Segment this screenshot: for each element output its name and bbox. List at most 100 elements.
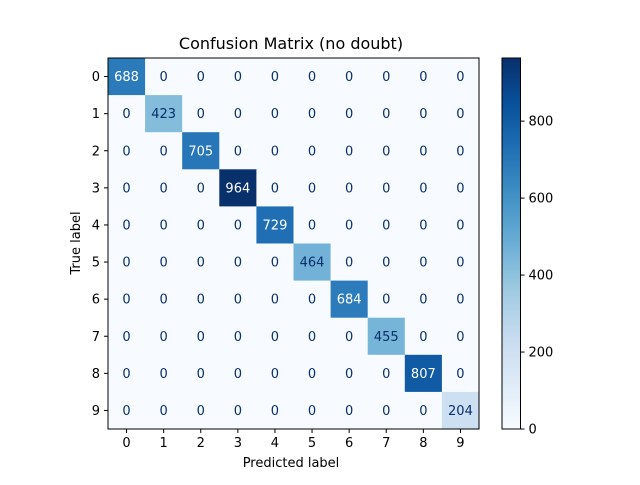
cell-value-label: 0 [271,404,279,419]
heatmap-cell [219,317,257,356]
cell-value-label: 0 [271,181,279,196]
y-tick-label: 5 [92,256,100,271]
cell-value-label: 0 [122,218,130,233]
cell-value-label: 0 [197,218,205,233]
heatmap-cell [293,317,332,356]
cell-value-label: 0 [345,70,353,85]
heatmap-cell [441,132,480,170]
cell-value-label: 464 [300,256,325,271]
heatmap-cell [219,95,257,133]
y-tick-label: 9 [92,404,100,419]
heatmap-cell [441,280,480,319]
heatmap-cell [145,243,183,282]
heatmap-cell [293,206,332,245]
cell-value-label: 0 [456,293,464,308]
colorbar: 0 200 400 600 800 [501,57,553,438]
colorbar-frame [501,57,521,430]
heatmap-cell [404,206,443,245]
heatmap-cell [108,132,146,170]
heatmap-cell [441,58,480,96]
heatmap-cell [182,132,220,170]
heatmap-cell [145,95,183,133]
cell-value-label: 0 [456,107,464,122]
heatmap-cell [293,243,332,282]
heatmap-cell [256,95,295,133]
heatmap-cell [145,58,183,96]
cell-value-label: 0 [456,181,464,196]
colorbar-tick-label: 0 [529,423,537,438]
cell-value-label: 964 [225,181,250,196]
cell-value-label: 0 [308,107,316,122]
cell-value-label: 0 [160,293,168,308]
cell-value-label: 0 [197,181,205,196]
cell-value-label: 0 [197,256,205,271]
cell-value-label: 0 [419,181,427,196]
cell-value-label: 0 [345,144,353,159]
heatmap-cell [367,58,406,96]
heatmap-cell [108,169,146,207]
heatmap-cell [367,317,406,356]
cell-value-label: 0 [197,404,205,419]
heatmap-cell [441,206,480,245]
y-axis-label: True label [69,211,84,275]
heatmap-cell [330,206,369,245]
cell-value-label: 0 [456,70,464,85]
x-tick-label: 3 [234,436,242,451]
cell-value-label: 0 [382,404,390,419]
cell-value-label: 0 [160,367,168,382]
heatmap-cell [219,206,257,245]
cell-value-label: 0 [456,367,464,382]
cell-value-label: 684 [337,293,362,308]
heatmap-cell [367,243,406,282]
heatmap-cell [404,317,443,356]
x-tick-label: 2 [197,436,205,451]
y-tick-label: 1 [92,107,100,122]
heatmap-cell [108,391,146,430]
cell-value-label: 0 [382,293,390,308]
heatmap-cell [182,280,220,319]
cell-value-label: 0 [382,70,390,85]
cell-value-label: 0 [160,144,168,159]
x-axis-label: Predicted label [243,456,340,471]
cell-value-label: 0 [271,293,279,308]
cell-value-label: 0 [345,404,353,419]
cell-value-label: 0 [382,107,390,122]
cell-value-label: 0 [197,107,205,122]
heatmap-cell [182,391,220,430]
cell-value-label: 0 [419,218,427,233]
heatmap-cell [293,391,332,430]
heatmap-cell [145,317,183,356]
cell-value-label: 0 [345,256,353,271]
cell-value-label: 0 [345,107,353,122]
cell-value-label: 0 [271,330,279,345]
heatmap-cell [330,58,369,96]
heatmap-cell [182,317,220,356]
cell-value-label: 0 [122,256,130,271]
cell-value-label: 0 [234,256,242,271]
cell-value-label: 0 [234,367,242,382]
cell-value-label: 0 [419,293,427,308]
heatmap-cell [256,317,295,356]
heatmap-cell [108,58,146,96]
colorbar-fill [502,58,521,429]
heatmap-cell [330,132,369,170]
heatmap-cell [219,169,257,207]
cell-value-label: 0 [382,367,390,382]
heatmap-cell [404,58,443,96]
cell-value-label: 0 [456,330,464,345]
cell-value-label: 807 [411,367,436,382]
cell-value-label: 0 [234,218,242,233]
heatmap-cell [145,206,183,245]
cell-value-label: 0 [419,107,427,122]
cell-value-label: 0 [308,144,316,159]
cell-value-label: 688 [114,70,139,85]
y-tick-label: 2 [92,144,100,159]
cell-value-label: 0 [308,330,316,345]
x-tick-label: 0 [122,436,130,451]
heatmap-cell [145,280,183,319]
heatmap-cells [108,58,480,430]
cell-value-label: 0 [345,367,353,382]
y-tick-label: 0 [92,70,100,85]
cell-value-label: 0 [419,144,427,159]
x-tick-label: 7 [382,436,390,451]
